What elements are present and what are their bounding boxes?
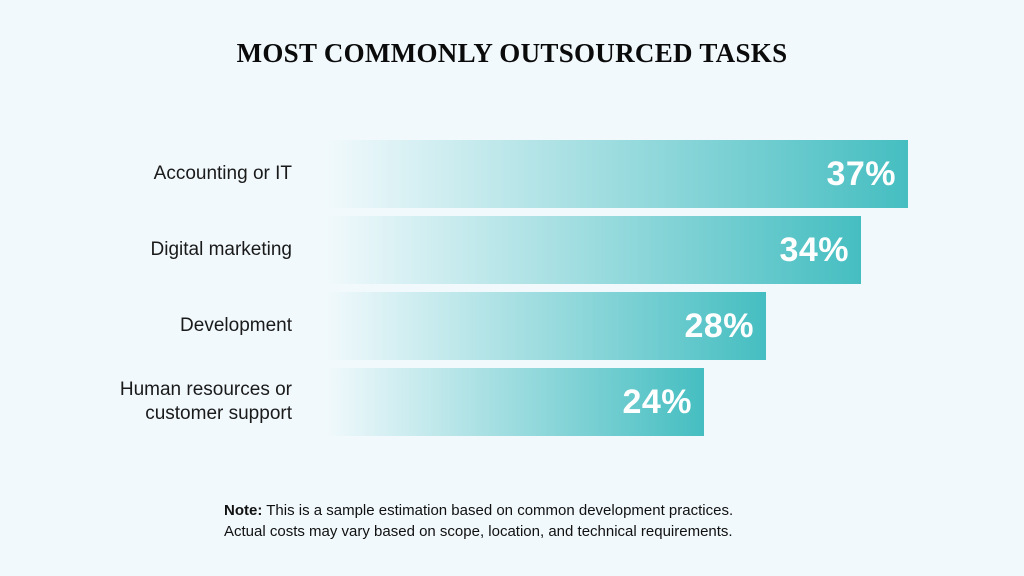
- note-line-2: Actual costs may vary based on scope, lo…: [224, 523, 733, 540]
- note-line-1: This is a sample estimation based on com…: [266, 502, 734, 519]
- footnote: Note: This is a sample estimation based …: [224, 500, 733, 542]
- chart-title: MOST COMMONLY OUTSOURCED TASKS: [236, 38, 788, 68]
- bar-value-label: 28%: [684, 306, 754, 345]
- category-label: Digital marketing: [150, 239, 293, 260]
- note-label: Note:: [224, 502, 263, 519]
- bar-row: Development 28%: [0, 292, 1024, 360]
- category-label: Accounting or IT: [153, 163, 292, 184]
- bar-row: Human resources or customer support 24%: [0, 368, 1024, 436]
- bar-value-label: 34%: [779, 230, 849, 269]
- category-label: Development: [180, 315, 292, 336]
- bar: 28%: [326, 292, 766, 360]
- bar-value-label: 37%: [826, 154, 896, 193]
- bar: 24%: [326, 368, 704, 436]
- category-label: Human resources or customer support: [119, 379, 292, 424]
- bar-row: Digital marketing 34%: [0, 216, 1024, 284]
- bar-row: Accounting or IT 37%: [0, 140, 1024, 208]
- bar: 34%: [326, 216, 861, 284]
- bar: 37%: [326, 140, 908, 208]
- bar-value-label: 24%: [622, 382, 692, 421]
